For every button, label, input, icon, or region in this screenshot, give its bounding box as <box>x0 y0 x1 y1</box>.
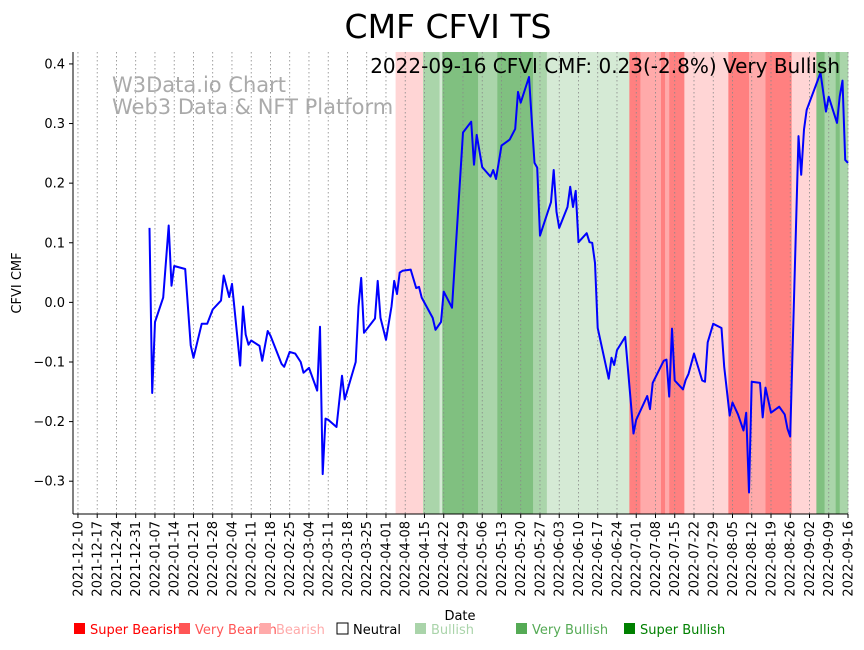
regime-band-very-bullish <box>423 52 440 514</box>
x-tick-label: 2022-01-14 <box>168 521 183 597</box>
regime-band-super-bearish <box>728 52 750 514</box>
x-tick-label: 2022-04-22 <box>437 521 452 597</box>
legend-label-bullish: Bullish <box>431 623 474 638</box>
x-tick-label: 2022-04-29 <box>456 521 471 597</box>
legend-label-neutral: Neutral <box>353 623 401 638</box>
series-line-cfvi-cmf <box>148 71 849 494</box>
legend-swatch-super-bullish <box>624 623 635 634</box>
x-tick-label: 2022-04-01 <box>379 521 394 597</box>
legend-swatch-very-bearish <box>179 623 190 634</box>
regime-band-very-bullish <box>839 52 849 514</box>
regime-band-super-bullish <box>442 52 479 514</box>
legend-swatch-very-bullish <box>516 623 527 634</box>
legend-swatch-super-bearish <box>74 623 85 634</box>
legend-label-very-bearish: Very Bearish <box>195 623 277 638</box>
regime-band-bearish <box>395 52 424 514</box>
regime-band-super-bearish <box>669 52 685 514</box>
x-axis-label: Date <box>444 609 475 624</box>
legend-swatch-neutral <box>336 622 349 635</box>
y-tick-label: 0.3 <box>44 117 65 132</box>
x-tick-label: 2022-03-25 <box>360 521 375 597</box>
x-tick-label: 2022-07-29 <box>707 521 722 597</box>
y-axis-label: CFVI CMF <box>10 252 25 313</box>
x-tick-label: 2022-01-28 <box>206 521 221 597</box>
legend: Super Bearish Very Bearish Bearish Neutral B… <box>74 622 725 638</box>
x-tick-label: 2022-01-21 <box>187 521 202 597</box>
x-tick-label: 2022-08-19 <box>764 521 779 597</box>
chart-title: CMF CFVI TS <box>345 7 552 46</box>
watermark-line-2: Web3 Data & NFT Platform <box>112 95 393 119</box>
x-tick-label: 2022-06-03 <box>553 521 568 597</box>
x-tick-label: 2022-08-12 <box>745 521 760 597</box>
x-tick-label: 2022-02-25 <box>283 521 298 597</box>
y-tick-label: 0.2 <box>44 177 65 192</box>
x-tick-label: 2022-07-01 <box>630 521 645 597</box>
legend-swatch-bearish <box>260 623 271 634</box>
regime-bands <box>395 52 849 514</box>
x-tick-label: 2022-09-02 <box>803 521 818 597</box>
x-tick-label: 2022-01-07 <box>148 521 163 597</box>
legend-label-super-bullish: Super Bullish <box>640 623 725 638</box>
x-tick-label: 2022-06-17 <box>591 521 606 597</box>
y-tick-label: −0.1 <box>33 355 65 370</box>
x-tick-label: 2022-03-11 <box>322 521 337 597</box>
x-tick-label: 2022-07-08 <box>649 521 664 597</box>
regime-band-super-bearish <box>660 52 666 514</box>
y-tick-label: −0.3 <box>33 475 65 490</box>
x-tick-label: 2022-04-08 <box>399 521 414 597</box>
regime-band-super-bearish <box>765 52 792 514</box>
x-tick-label: 2021-12-10 <box>71 521 86 597</box>
regime-band-super-bearish <box>629 52 641 514</box>
regime-band-very-bearish <box>665 52 670 514</box>
x-tick-label: 2022-05-20 <box>514 521 529 597</box>
x-tick-label: 2022-05-27 <box>533 521 548 597</box>
x-tick-label: 2022-05-06 <box>476 521 491 597</box>
legend-label-bearish: Bearish <box>276 623 325 638</box>
x-tick-label: 2021-12-24 <box>110 521 125 597</box>
legend-swatch-bullish <box>415 623 426 634</box>
watermark: W3Data.io Chart Web3 Data & NFT Platform <box>112 73 393 119</box>
x-tick-label: 2022-06-24 <box>610 521 625 597</box>
regime-band-bullish <box>546 52 630 514</box>
latest-value-annotation: 2022-09-16 CFVI CMF: 0.23(-2.8%) Very Bu… <box>370 54 840 78</box>
x-tick-label: 2022-08-26 <box>784 521 799 597</box>
watermark-line-1: W3Data.io Chart <box>112 73 286 97</box>
x-tick-label: 2022-05-13 <box>495 521 510 597</box>
y-tick-label: 0.0 <box>44 296 65 311</box>
x-ticks: 2021-12-10 2021-12-17 2021-12-24 2021-12-31… <box>71 514 857 597</box>
y-ticks: 0.4 0.3 0.2 0.1 0.0 −0.1 −0.2 −0.3 <box>33 57 73 490</box>
regime-band-super-bullish <box>835 52 841 514</box>
y-tick-label: 0.4 <box>44 57 65 72</box>
x-tick-label: 2022-08-05 <box>726 521 741 597</box>
legend-label-very-bullish: Very Bullish <box>532 623 608 638</box>
x-tick-label: 2022-02-18 <box>264 521 279 597</box>
x-tick-label: 2022-03-18 <box>341 521 356 597</box>
x-tick-label: 2021-12-31 <box>129 521 144 597</box>
x-tick-label: 2022-04-15 <box>418 521 433 597</box>
x-tick-label: 2022-09-16 <box>842 521 857 597</box>
regime-band-very-bearish <box>640 52 662 514</box>
y-tick-label: −0.2 <box>33 415 65 430</box>
x-tick-label: 2022-03-04 <box>302 521 317 597</box>
x-tick-label: 2022-07-15 <box>668 521 683 597</box>
legend-label-super-bearish: Super Bearish <box>90 623 181 638</box>
y-tick-label: 0.1 <box>44 236 65 251</box>
regime-band-bullish <box>439 52 443 514</box>
x-tick-label: 2022-07-22 <box>687 521 702 597</box>
regime-band-super-bullish <box>816 52 825 514</box>
x-tick-label: 2022-02-04 <box>225 521 240 597</box>
x-tick-label: 2022-06-10 <box>572 521 587 597</box>
regime-band-very-bullish <box>824 52 836 514</box>
regime-band-very-bullish <box>478 52 498 514</box>
grid-lines <box>77 52 849 514</box>
x-tick-label: 2022-02-11 <box>245 521 260 597</box>
regime-band-bearish <box>684 52 729 514</box>
x-tick-label: 2022-09-09 <box>822 521 837 597</box>
x-tick-label: 2021-12-17 <box>91 521 106 597</box>
